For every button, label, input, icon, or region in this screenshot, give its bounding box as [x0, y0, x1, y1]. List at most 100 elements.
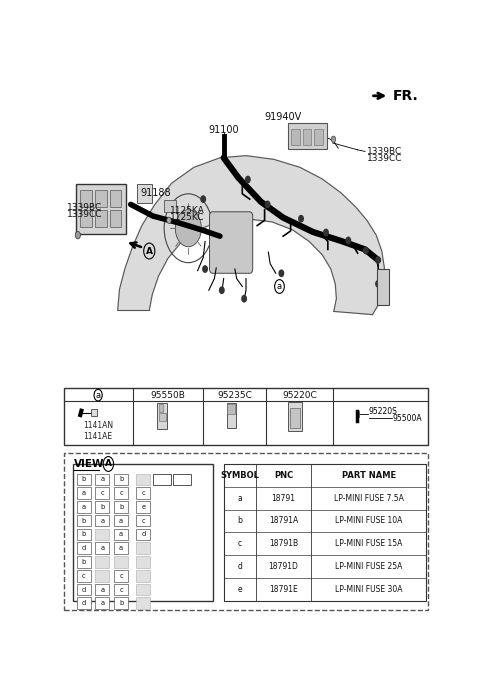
Text: c: c: [119, 490, 123, 496]
Text: 95220C: 95220C: [283, 391, 317, 400]
Circle shape: [376, 281, 380, 287]
Text: LP-MINI FUSE 25A: LP-MINI FUSE 25A: [335, 562, 402, 571]
Text: 91188: 91188: [140, 188, 170, 197]
Bar: [96, 570, 109, 581]
Bar: [96, 556, 109, 568]
Text: LP-MINI FUSE 30A: LP-MINI FUSE 30A: [335, 585, 402, 594]
Bar: [77, 487, 91, 499]
Text: c: c: [142, 517, 145, 524]
Text: 1125KA: 1125KA: [170, 206, 204, 215]
FancyBboxPatch shape: [377, 268, 389, 305]
Bar: [114, 583, 128, 595]
Circle shape: [324, 229, 328, 236]
Bar: [288, 402, 302, 431]
Text: 1125KC: 1125KC: [170, 213, 204, 222]
Text: 95500A: 95500A: [393, 413, 422, 422]
Bar: [64, 388, 428, 445]
Bar: [227, 403, 236, 428]
Bar: [77, 583, 91, 595]
Bar: [114, 597, 128, 609]
Circle shape: [167, 217, 171, 224]
Bar: [77, 542, 91, 554]
Text: b: b: [82, 531, 86, 537]
Bar: [228, 405, 235, 414]
Polygon shape: [118, 155, 384, 314]
Bar: [114, 528, 128, 540]
Text: FR.: FR.: [393, 89, 419, 103]
Bar: [158, 405, 163, 412]
Bar: [153, 473, 171, 485]
Bar: [302, 129, 312, 145]
Text: b: b: [82, 476, 86, 482]
Circle shape: [331, 136, 336, 142]
Text: SYMBOL: SYMBOL: [220, 471, 259, 480]
Text: b: b: [238, 517, 242, 526]
Text: 1339CC: 1339CC: [67, 210, 103, 219]
Text: d: d: [82, 601, 86, 606]
Bar: [96, 597, 109, 609]
Bar: [136, 487, 150, 499]
Text: 1339BC: 1339BC: [67, 202, 103, 211]
Text: e: e: [238, 585, 242, 594]
Text: 1339BC: 1339BC: [367, 147, 402, 156]
Text: 95220S: 95220S: [369, 407, 398, 416]
Bar: [136, 583, 150, 595]
Bar: [173, 473, 192, 485]
Text: 18791D: 18791D: [268, 562, 299, 571]
Circle shape: [75, 231, 81, 239]
Bar: [136, 528, 150, 540]
Text: A: A: [146, 246, 153, 255]
Bar: [81, 210, 92, 226]
Circle shape: [203, 266, 207, 272]
Text: b: b: [100, 504, 105, 510]
Bar: [96, 473, 109, 485]
Bar: [114, 473, 128, 485]
Text: a: a: [119, 531, 123, 537]
Text: c: c: [142, 490, 145, 496]
FancyBboxPatch shape: [137, 184, 152, 203]
Text: a: a: [100, 587, 105, 592]
Bar: [77, 473, 91, 485]
Bar: [136, 556, 150, 568]
FancyBboxPatch shape: [76, 184, 126, 233]
Bar: [291, 129, 300, 145]
Bar: [96, 501, 109, 513]
Bar: [77, 570, 91, 581]
Text: a: a: [119, 517, 123, 524]
Text: d: d: [82, 545, 86, 551]
Circle shape: [363, 247, 368, 254]
Text: a: a: [119, 545, 123, 551]
FancyBboxPatch shape: [210, 212, 252, 273]
FancyBboxPatch shape: [288, 123, 327, 149]
Text: b: b: [119, 504, 123, 510]
Text: a: a: [96, 391, 101, 400]
Text: b: b: [82, 559, 86, 565]
FancyBboxPatch shape: [164, 200, 176, 213]
Text: d: d: [141, 531, 145, 537]
Bar: [114, 515, 128, 526]
Bar: [73, 464, 213, 601]
Text: c: c: [119, 573, 123, 579]
Text: LP-MINI FUSE 10A: LP-MINI FUSE 10A: [335, 517, 402, 526]
Text: LP-MINI FUSE 15A: LP-MINI FUSE 15A: [335, 539, 402, 548]
Bar: [114, 570, 128, 581]
Bar: [96, 487, 109, 499]
Circle shape: [376, 257, 380, 264]
Bar: [77, 501, 91, 513]
Text: d: d: [238, 562, 242, 571]
Bar: [64, 453, 428, 610]
Text: a: a: [277, 282, 282, 291]
Text: 18791A: 18791A: [269, 517, 298, 526]
Bar: [136, 515, 150, 526]
Bar: [356, 411, 359, 417]
Bar: [96, 210, 107, 226]
Circle shape: [279, 270, 284, 277]
Circle shape: [175, 210, 202, 247]
Text: VIEW: VIEW: [74, 459, 105, 469]
Bar: [114, 501, 128, 513]
Bar: [314, 129, 323, 145]
Text: 18791: 18791: [272, 494, 296, 503]
Circle shape: [219, 287, 224, 293]
Bar: [110, 190, 121, 206]
Bar: [114, 542, 128, 554]
